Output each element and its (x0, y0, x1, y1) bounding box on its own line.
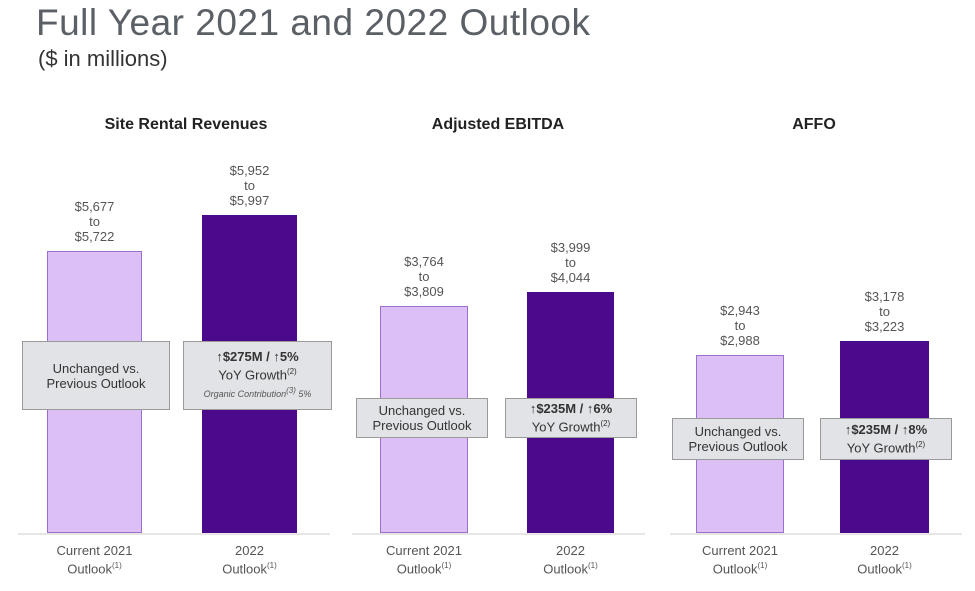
data-label-line: $5,997 (229, 192, 270, 208)
category-label: 2022 Outlook(1) (820, 543, 950, 576)
x-axis-line (670, 533, 962, 535)
panel-title: Site Rental Revenues (104, 116, 268, 133)
callout-unchanged: Unchanged vs. Previous Outlook (672, 418, 804, 460)
callout-line: ↑$235M / ↑6% (529, 401, 613, 417)
category-line: Outlook(1) (543, 561, 598, 577)
data-label: $5,677 to $5,722 (35, 199, 155, 244)
footnote-ref: (2) (600, 419, 611, 429)
callout-line: Unchanged vs. (378, 403, 466, 418)
category-line: Outlook(1) (67, 561, 122, 577)
data-label-line: to (244, 177, 255, 193)
category-line: 2022 (235, 543, 264, 558)
callout-line: Previous Outlook (46, 375, 146, 391)
data-label-line: $5,952 (229, 162, 270, 178)
data-label: $3,764 to $3,809 (364, 254, 484, 299)
callout-line: ↑$275M / ↑5% (216, 349, 299, 365)
category-label: 2022 Outlook(1) (506, 543, 636, 576)
data-label-line: $5,722 (74, 228, 115, 244)
footnote-ref: (2) (286, 367, 297, 377)
data-label: $3,999 to $4,044 (511, 240, 631, 285)
data-label-line: $3,178 (864, 288, 905, 304)
panel-title: AFFO (792, 116, 836, 133)
callout-note: Organic Contribution(3) 5% (203, 385, 312, 399)
data-label-line: $3,764 (404, 253, 444, 269)
callout-line: Previous Outlook (372, 418, 472, 433)
data-label: $2,943 to $2,988 (680, 303, 800, 348)
footnote-ref: (3) (286, 385, 296, 395)
data-label-line: to (879, 303, 890, 319)
category-label: Current 2021 Outlook(1) (30, 543, 160, 576)
callout-growth: ↑$235M / ↑8% YoY Growth(2) (820, 418, 952, 460)
data-label-line: $3,809 (404, 283, 444, 299)
page-title: Full Year 2021 and 2022 Outlook (36, 2, 591, 43)
category-line: 2022 (870, 543, 899, 558)
data-label-line: to (734, 317, 746, 333)
data-label-line: $2,988 (720, 332, 760, 348)
footnote-ref: (1) (588, 561, 598, 570)
category-line: Outlook(1) (396, 561, 452, 577)
data-label-line: $3,999 (550, 239, 591, 255)
data-label-line: $5,677 (74, 198, 115, 214)
category-line: 2022 (556, 543, 585, 558)
callout-unchanged: Unchanged vs. Previous Outlook (22, 341, 170, 410)
callout-line: Unchanged vs. (694, 424, 782, 439)
data-label-line: to (565, 254, 576, 270)
callout-line: YoY Growth(2) (846, 440, 926, 456)
data-label-line: to (418, 268, 430, 284)
callout-line: YoY Growth(2) (218, 367, 297, 383)
callout-line: Unchanged vs. (52, 360, 140, 376)
category-label: 2022 Outlook(1) (185, 543, 315, 576)
callout-unchanged: Unchanged vs. Previous Outlook (356, 398, 488, 438)
footnote-ref: (1) (441, 561, 452, 570)
data-label: $5,952 to $5,997 (190, 163, 310, 208)
page-subtitle: ($ in millions) (38, 46, 168, 71)
x-axis-line (18, 533, 330, 535)
footnote-ref: (1) (757, 561, 768, 570)
category-line: Outlook(1) (712, 561, 768, 577)
footnote-ref: (1) (902, 561, 912, 570)
panel-title: Adjusted EBITDA (431, 116, 565, 133)
data-label-line: $2,943 (720, 302, 760, 318)
category-line: Outlook(1) (222, 561, 277, 577)
x-axis-line (352, 533, 645, 535)
note-value: 5% (295, 388, 312, 399)
callout-growth: ↑$275M / ↑5% YoY Growth(2) Organic Contrib… (183, 341, 332, 410)
data-label: $3,178 to $3,223 (825, 289, 945, 334)
callout-line: Previous Outlook (688, 439, 788, 454)
callout-line: ↑$235M / ↑8% (844, 422, 928, 438)
data-label-line: to (89, 213, 100, 229)
footnote-ref: (1) (112, 561, 122, 570)
footnote-ref: (2) (915, 440, 926, 450)
callout-line: YoY Growth(2) (531, 419, 611, 435)
callout-growth: ↑$235M / ↑6% YoY Growth(2) (505, 398, 637, 438)
category-label: Current 2021 Outlook(1) (675, 543, 805, 576)
category-line: Current 2021 (702, 543, 778, 558)
data-label-line: $4,044 (550, 269, 591, 285)
category-line: Current 2021 (386, 543, 462, 558)
data-label-line: $3,223 (864, 318, 905, 334)
category-line: Current 2021 (56, 543, 133, 558)
category-line: Outlook(1) (857, 561, 912, 577)
footnote-ref: (1) (267, 561, 277, 570)
category-label: Current 2021 Outlook(1) (359, 543, 489, 576)
